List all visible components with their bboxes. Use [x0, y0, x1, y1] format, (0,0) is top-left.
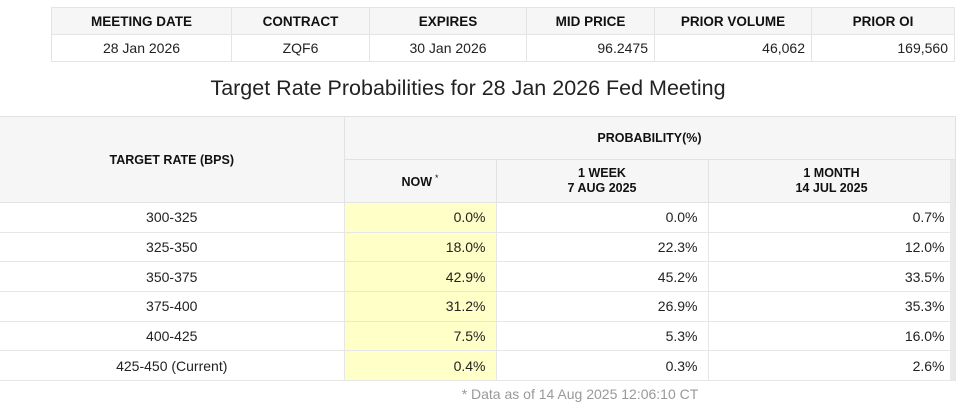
now-asterisk: * — [435, 173, 439, 184]
week-probability-cell: 26.9% — [496, 291, 709, 322]
table-row: 325-350 18.0% 22.3% 12.0% — [0, 232, 956, 263]
target-rate-cell: 425-450 (Current) — [0, 350, 345, 382]
week-probability-cell: 5.3% — [496, 321, 709, 352]
month-probability-cell: 12.0% — [708, 232, 956, 263]
one-week-header[interactable]: 1 WEEK 7 AUG 2025 — [495, 159, 709, 203]
now-probability-cell: 42.9% — [344, 261, 497, 293]
prior-volume-header[interactable]: PRIOR VOLUME — [654, 7, 812, 35]
section-title: Target Rate Probabilities for 28 Jan 202… — [210, 76, 726, 100]
one-week-date: 7 AUG 2025 — [567, 181, 637, 195]
prior-oi-header[interactable]: PRIOR OI — [811, 7, 955, 35]
mid-price-cell: 96.2475 — [526, 34, 655, 62]
contract-cell: ZQF6 — [231, 34, 370, 62]
expires-header[interactable]: EXPIRES — [369, 7, 527, 35]
prior-volume-cell: 46,062 — [654, 34, 812, 62]
probability-header-row: TARGET RATE (BPS) PROBABILITY(%) — [0, 116, 956, 203]
now-probability-cell: 0.0% — [344, 202, 497, 233]
now-probability-cell: 0.4% — [344, 350, 497, 382]
table-row: 400-425 7.5% 5.3% 16.0% — [0, 321, 956, 352]
period-header-row: NOW * 1 WEEK 7 AUG 2025 1 MONTH 14 JUL 2025 — [0, 159, 956, 203]
meeting-date-header[interactable]: MEETING DATE — [51, 7, 232, 35]
now-probability-cell: 31.2% — [344, 291, 497, 322]
table-row: 350-375 42.9% 45.2% 33.5% — [0, 261, 956, 293]
week-probability-cell: 0.0% — [496, 202, 709, 233]
meeting-row: 28 Jan 2026 ZQF6 30 Jan 2026 96.2475 46,… — [51, 34, 955, 62]
probability-header: PROBABILITY(%) — [343, 116, 956, 160]
meeting-date-cell: 28 Jan 2026 — [51, 34, 232, 62]
target-rate-cell: 300-325 — [0, 202, 345, 233]
mid-price-header[interactable]: MID PRICE — [526, 7, 655, 35]
month-probability-cell: 2.6% — [708, 350, 956, 382]
one-month-date: 14 JUL 2025 — [795, 181, 868, 195]
contract-header[interactable]: CONTRACT — [231, 7, 370, 35]
one-month-header[interactable]: 1 MONTH 14 JUL 2025 — [707, 159, 956, 203]
week-probability-cell: 45.2% — [496, 261, 709, 293]
month-probability-cell: 33.5% — [708, 261, 956, 293]
probability-table: TARGET RATE (BPS) PROBABILITY(%) NOW * 1 … — [0, 116, 956, 382]
table-row: 375-400 31.2% 26.9% 35.3% — [0, 291, 956, 322]
now-header-label: NOW — [401, 175, 433, 190]
table-row: 300-325 0.0% 0.0% 0.7% — [0, 202, 956, 233]
month-probability-cell: 16.0% — [708, 321, 956, 352]
now-probability-cell: 18.0% — [344, 232, 497, 263]
target-rate-cell: 400-425 — [0, 321, 345, 352]
month-probability-cell: 0.7% — [708, 202, 956, 233]
meeting-info-table: MEETING DATE CONTRACT EXPIRES MID PRICE … — [51, 7, 955, 62]
data-timestamp-footnote: * Data as of 14 Aug 2025 12:06:10 CT — [461, 386, 699, 402]
expires-cell: 30 Jan 2026 — [369, 34, 527, 62]
now-header[interactable]: NOW * — [343, 159, 497, 203]
target-rate-cell: 350-375 — [0, 261, 345, 293]
prior-oi-cell: 169,560 — [811, 34, 955, 62]
one-week-label: 1 WEEK — [578, 166, 626, 180]
week-probability-cell: 0.3% — [496, 350, 709, 382]
now-probability-cell: 7.5% — [344, 321, 497, 352]
target-rate-header[interactable]: TARGET RATE (BPS) — [0, 116, 345, 203]
scrollbar[interactable] — [950, 160, 955, 380]
one-month-label: 1 MONTH — [803, 166, 860, 180]
month-probability-cell: 35.3% — [708, 291, 956, 322]
table-row: 425-450 (Current) 0.4% 0.3% 2.6% — [0, 350, 956, 382]
week-probability-cell: 22.3% — [496, 232, 709, 263]
target-rate-cell: 325-350 — [0, 232, 345, 263]
target-rate-cell: 375-400 — [0, 291, 345, 322]
meeting-header-row: MEETING DATE CONTRACT EXPIRES MID PRICE … — [51, 7, 955, 35]
